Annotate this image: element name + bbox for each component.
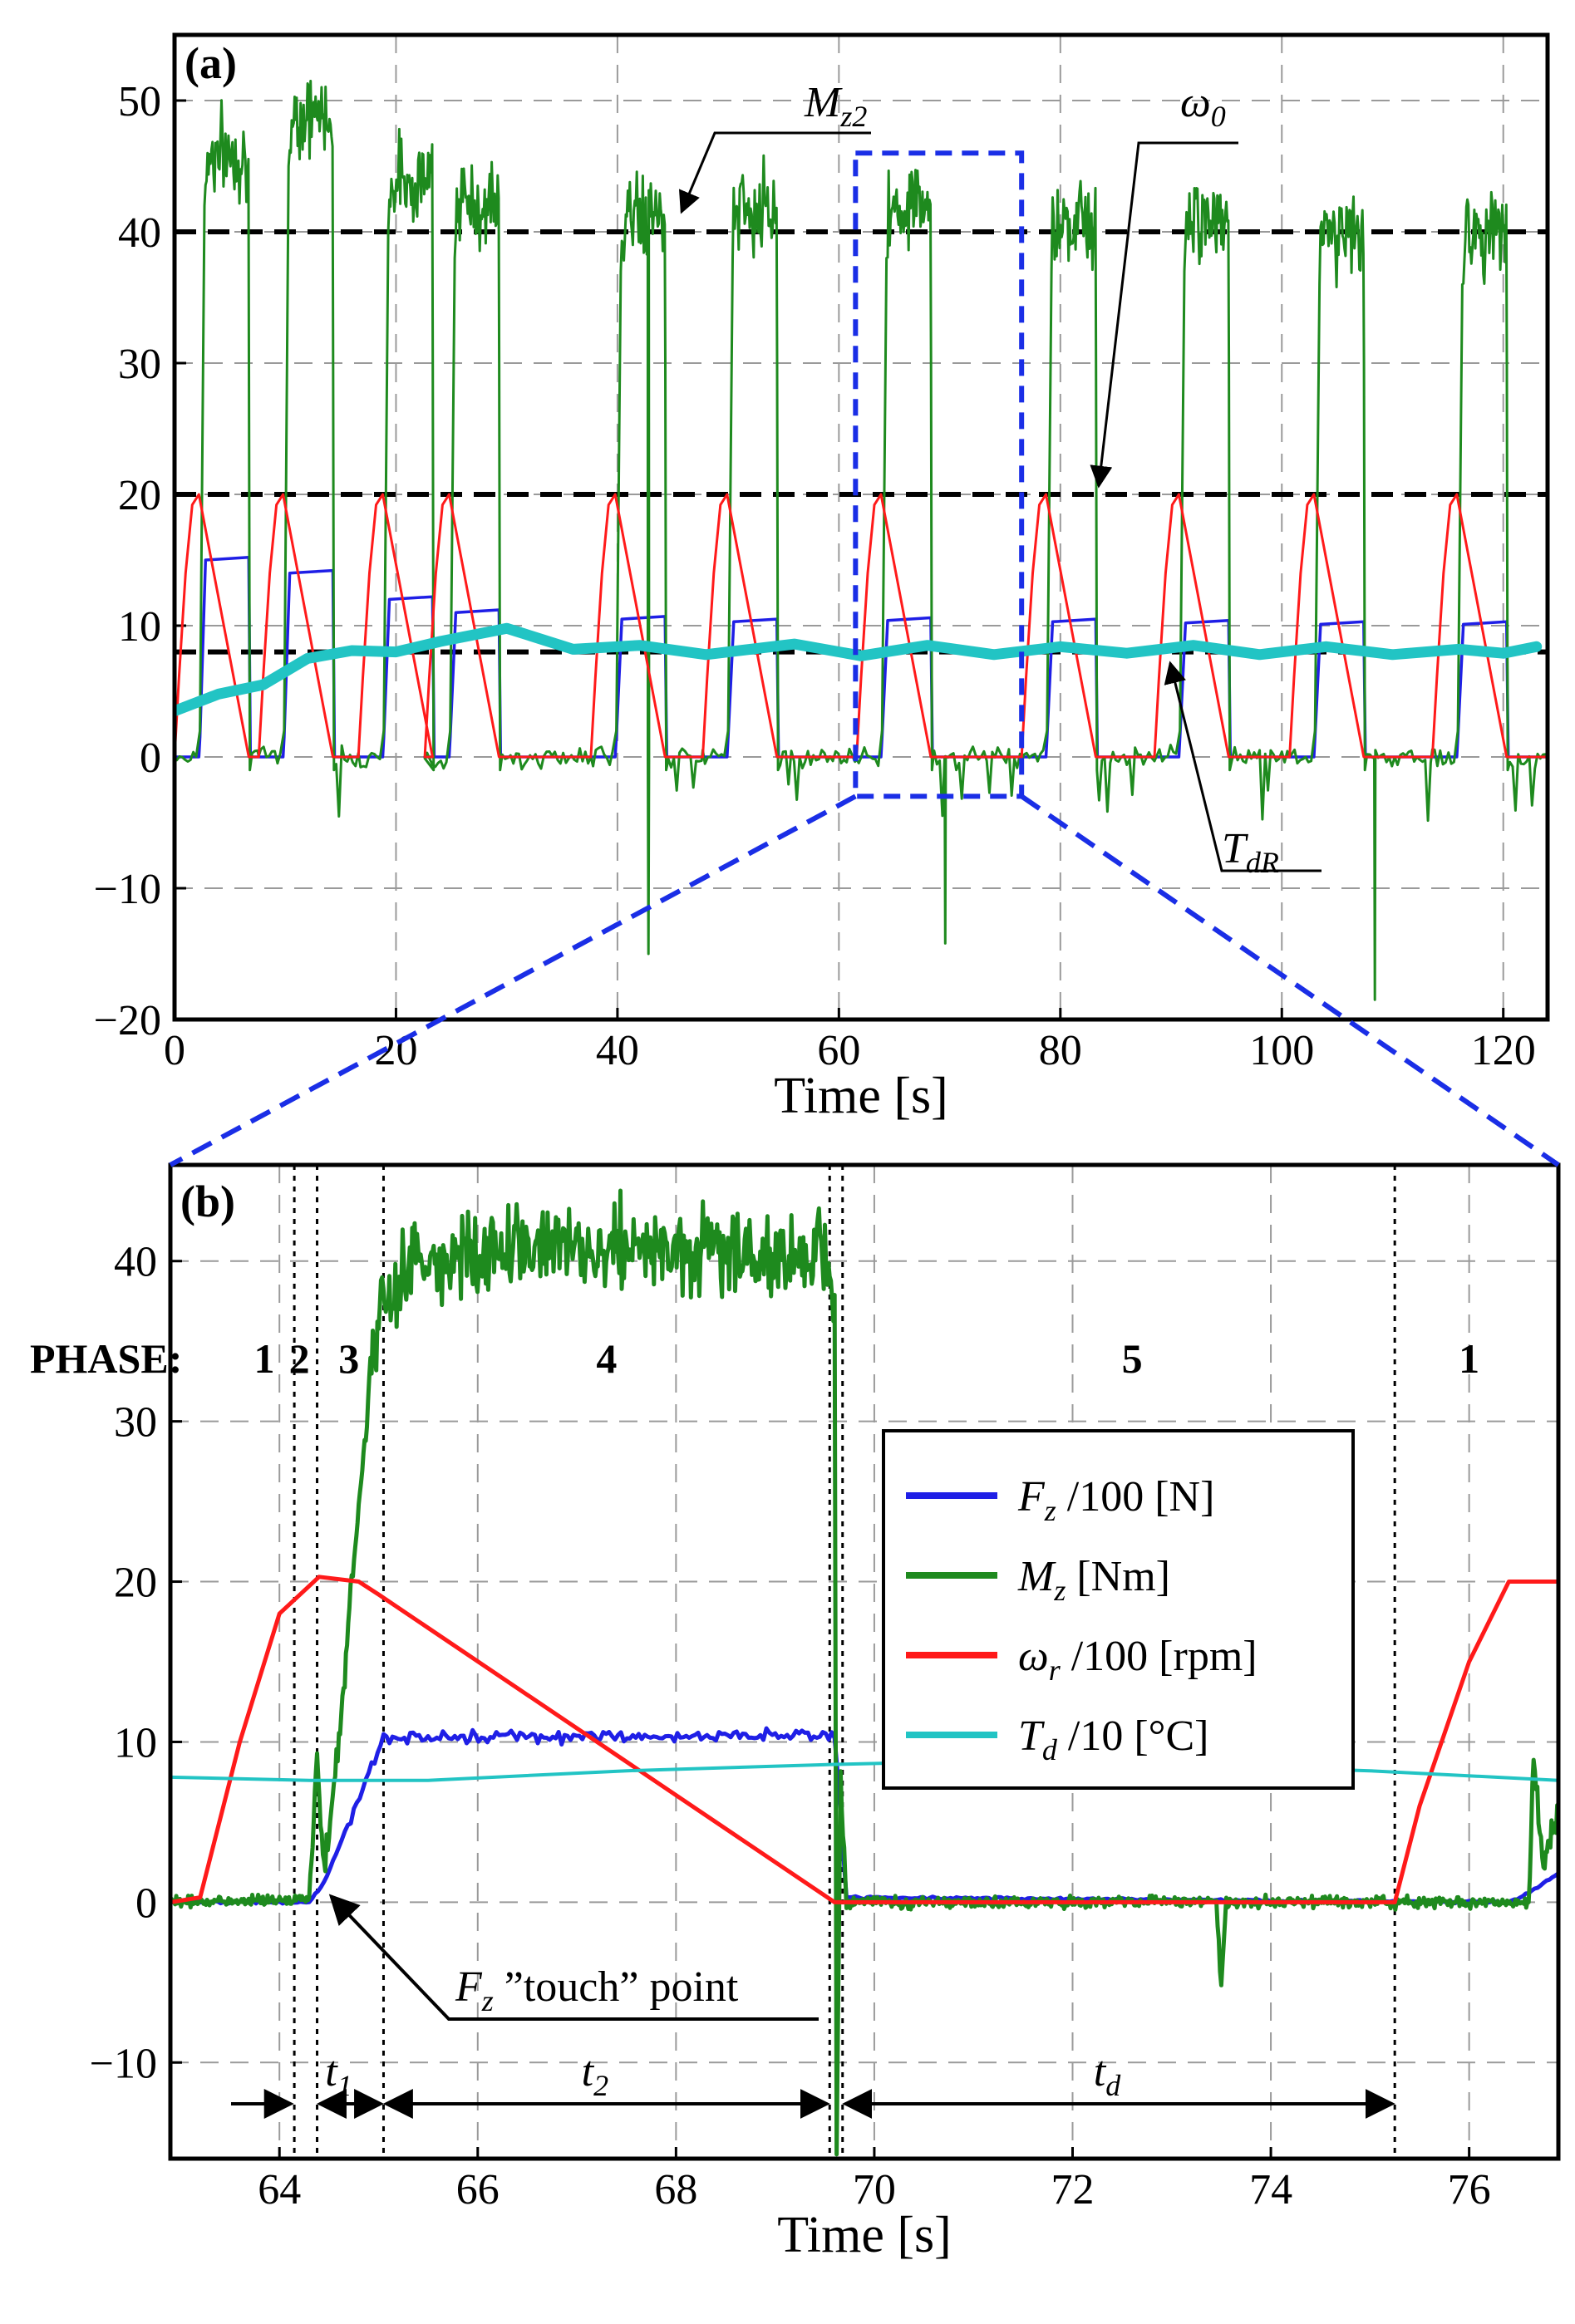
legend-entry-Mz-symbol: M (1017, 1553, 1056, 1600)
series-omega (170, 1575, 1558, 1904)
y-tick-label: 0 (135, 1879, 157, 1927)
x-tick-label: 76 (1448, 2166, 1491, 2213)
x-tick-label: 100 (1249, 1027, 1314, 1074)
legend-entry-omega: ωr /100 [rpm] (1018, 1633, 1258, 1687)
y-tick-label: −20 (94, 997, 161, 1044)
y-tick-label: −10 (90, 2040, 157, 2087)
y-tick-label: −10 (94, 866, 161, 913)
interval-label-1-subscript: 1 (337, 2069, 352, 2102)
annotation-TdR: TdR (1222, 825, 1279, 879)
annotation-TdR-symbol: T (1222, 825, 1248, 872)
touch-point-label-symbol: F (455, 1963, 483, 2011)
annotation-omega0-subscript: 0 (1211, 100, 1226, 133)
legend-entry-Td-symbol: T (1018, 1712, 1045, 1760)
touch-point-label-unit: ”touch” point (494, 1963, 739, 2011)
panel-a-plot (175, 80, 1548, 1001)
interval-label-1: t1 (325, 2048, 352, 2102)
annotation-TdR-subscript: dR (1246, 846, 1279, 879)
legend-entry-omega-symbol: ω (1018, 1633, 1049, 1680)
x-tick-label: 70 (853, 2166, 896, 2213)
legend-entry-omega-unit: /100 [rpm] (1061, 1633, 1258, 1680)
phase-label: 1 (1459, 1335, 1479, 1382)
phase-label: 4 (596, 1335, 617, 1382)
series-Mz (175, 80, 1547, 1001)
zoom-connector-right (1020, 794, 1560, 1167)
interval-label-2-subscript: 2 (593, 2069, 608, 2102)
legend-entry-Mz-subscript: z (1053, 1574, 1066, 1607)
interval-label-2-symbol: t (582, 2048, 595, 2096)
y-tick-label: 40 (118, 209, 161, 257)
x-tick-label: 120 (1471, 1027, 1536, 1074)
y-tick-label: 0 (140, 735, 161, 782)
x-tick-label: 80 (1039, 1027, 1082, 1074)
touch-point-leader (328, 1894, 819, 2021)
legend-entry-Fz: Fz /100 [N] (1017, 1473, 1214, 1527)
phase-label: 5 (1122, 1335, 1143, 1382)
phase-label: 2 (289, 1335, 310, 1382)
annotation-Mz2-leader (678, 131, 871, 214)
touch-point-label: Fz ”touch” point (455, 1963, 739, 2017)
phase-prefix: PHASE: (30, 1335, 182, 1382)
legend: Fz /100 [N]Mz [Nm]ωr /100 [rpm]Td /10 [°… (882, 1429, 1355, 1790)
y-tick-label: 40 (114, 1239, 157, 1286)
x-tick-label: 72 (1051, 2166, 1095, 2213)
x-tick-label: 64 (258, 2166, 301, 2213)
x-tick-label: 74 (1249, 2166, 1292, 2213)
annotation-omega0-symbol: ω (1180, 79, 1211, 126)
legend-entry-Mz-unit: [Nm] (1066, 1553, 1170, 1600)
y-tick-label: 10 (118, 603, 161, 651)
phase-label: 3 (338, 1335, 359, 1382)
interval-label-d-symbol: t (1094, 2048, 1107, 2096)
y-tick-label: 30 (118, 341, 161, 388)
interval-label-d-subscript: d (1105, 2069, 1121, 2102)
x-tick-label: 68 (654, 2166, 697, 2213)
legend-entry-Fz-subscript: z (1044, 1494, 1056, 1527)
y-tick-label: 30 (114, 1399, 157, 1447)
panel-label-a: (a) (185, 38, 237, 88)
annotation-TdR-leader (1164, 661, 1322, 872)
x-axis-label: Time [s] (774, 1068, 948, 1124)
x-tick-label: 40 (596, 1027, 639, 1074)
x-tick-label: 66 (456, 2166, 500, 2213)
phase-label: 1 (254, 1335, 275, 1382)
zoom-box (853, 150, 1025, 799)
legend-box (882, 1429, 1355, 1790)
legend-entry-Td-subscript: d (1042, 1733, 1058, 1766)
interval-label-1-symbol: t (325, 2048, 338, 2096)
annotation-omega0-leader (1090, 141, 1238, 489)
annotation-Mz2-symbol: M (804, 79, 843, 126)
series-Td (175, 622, 1543, 717)
legend-entry-Fz-unit: /100 [N] (1056, 1473, 1215, 1521)
x-tick-label: 60 (817, 1027, 860, 1074)
panel-label-b: (b) (180, 1177, 235, 1226)
y-tick-label: 20 (118, 472, 161, 519)
interval-label-2: t2 (582, 2048, 608, 2102)
zoom-connector-left (169, 794, 857, 1167)
y-tick-label: 10 (114, 1719, 157, 1766)
legend-entry-Td-unit: /10 [°C] (1057, 1712, 1209, 1760)
legend-entry-Fz-symbol: F (1017, 1473, 1046, 1521)
legend-entry-Mz: Mz [Nm] (1017, 1553, 1170, 1607)
panel-b: 64 66 68 70 72 74 76 −10 0 10 20 30 40 Time [s] (b) PHA… (30, 1162, 1561, 2263)
x-axis-label: Time [s] (777, 2207, 952, 2263)
annotation-omega0: ω0 (1180, 79, 1226, 133)
legend-entry-Td: Td /10 [°C] (1018, 1712, 1208, 1766)
annotation-Mz2: Mz2 (804, 79, 867, 133)
axes-frame-b (168, 1162, 1561, 2161)
x-tick-label: 0 (164, 1027, 185, 1074)
interval-label-d: td (1094, 2048, 1121, 2102)
touch-point-label-subscript: z (481, 1984, 494, 2017)
axes-frame-a (172, 32, 1550, 1022)
legend-entry-omega-subscript: r (1049, 1653, 1061, 1687)
series-omega (175, 493, 1548, 759)
y-tick-label: 50 (118, 78, 161, 125)
y-tick-label: 20 (114, 1560, 157, 1607)
annotation-Mz2-subscript: z2 (839, 100, 867, 133)
